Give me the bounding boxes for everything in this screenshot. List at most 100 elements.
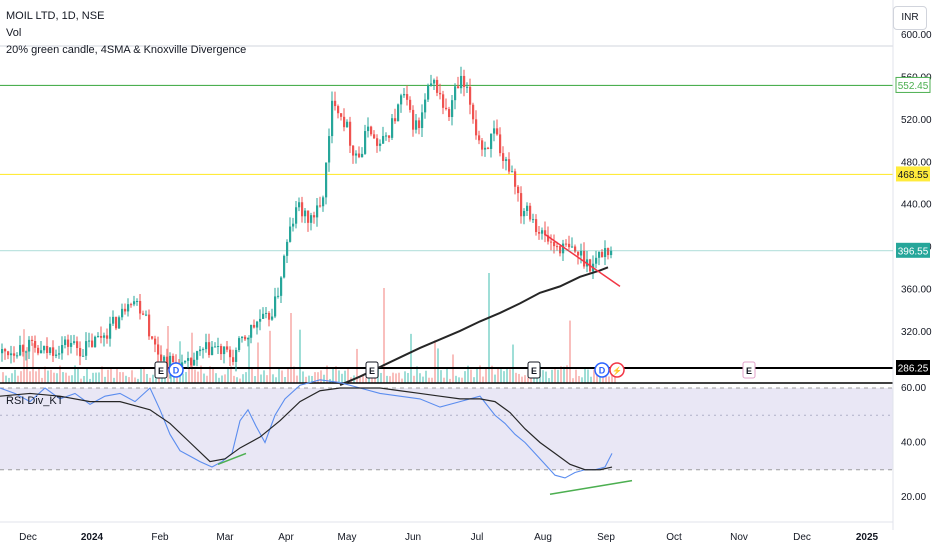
candle-body: [55, 354, 58, 356]
candle-body: [88, 340, 91, 342]
rsi-divergence-line[interactable]: [217, 452, 247, 465]
dividend-marker[interactable]: [594, 362, 610, 378]
split-marker[interactable]: [609, 362, 625, 378]
candle-body: [490, 133, 493, 149]
volume-bar: [419, 373, 421, 383]
volume-bar: [293, 366, 295, 383]
volume-bar: [275, 377, 277, 383]
candle-body: [382, 135, 385, 144]
candle-body: [517, 186, 520, 194]
volume-bar: [59, 365, 61, 383]
candle-body: [433, 79, 436, 84]
earnings-marker-label: E: [369, 366, 375, 376]
last-price-tag[interactable]: [896, 242, 930, 258]
volume-bar: [428, 377, 430, 383]
candle-body: [508, 159, 511, 172]
volume-bar: [605, 374, 607, 383]
volume-bar: [110, 367, 112, 383]
volume-bar: [125, 375, 127, 383]
volume-bar: [221, 375, 223, 383]
candle-body: [13, 353, 16, 356]
volume-bar: [146, 373, 148, 383]
candle-body: [169, 355, 172, 370]
candle-body: [229, 349, 232, 358]
dividend-marker[interactable]: [168, 362, 184, 378]
rsi-ma-line[interactable]: [0, 387, 613, 471]
candle-body: [355, 153, 358, 156]
candle-body: [538, 232, 541, 234]
level-tag[interactable]: [896, 360, 930, 375]
level-tag[interactable]: [895, 76, 931, 93]
price-trendline[interactable]: [544, 233, 621, 288]
volume-bar: [557, 369, 559, 383]
volume-bar: [197, 371, 199, 383]
time-tick-label: Jul: [471, 532, 484, 543]
vol-legend[interactable]: Vol: [6, 27, 22, 39]
volume-bar: [62, 372, 64, 383]
candle-body: [337, 106, 340, 114]
candle-body: [343, 116, 346, 128]
volume-bar: [587, 369, 589, 383]
candle-body: [253, 324, 256, 328]
volume-bar: [527, 377, 529, 383]
earnings-marker[interactable]: [527, 361, 541, 379]
rsi-divergence-line[interactable]: [549, 479, 633, 496]
volume-bar: [17, 375, 19, 383]
volume-bar: [47, 370, 49, 383]
volume-bar: [8, 377, 10, 383]
volume-bar: [14, 369, 16, 383]
candle-body: [430, 83, 433, 86]
candle-body: [25, 351, 28, 353]
sma-line[interactable]: [339, 266, 609, 386]
candle-body: [271, 316, 274, 320]
rsi-legend[interactable]: RSI Div_KT: [6, 395, 64, 407]
volume-bar: [86, 368, 88, 383]
volume-bar: [383, 288, 385, 383]
volume-bar: [212, 367, 214, 383]
candle-body: [34, 340, 37, 348]
volume-bar: [542, 370, 544, 383]
volume-bar: [71, 375, 73, 383]
candle-body: [454, 86, 457, 101]
volume-bar: [512, 344, 514, 383]
candle-body: [109, 323, 112, 339]
candle-body: [79, 348, 82, 357]
candle-body: [37, 347, 40, 354]
volume-bar: [461, 377, 463, 383]
candle-body: [130, 304, 133, 306]
volume-bar: [203, 373, 205, 383]
currency-button[interactable]: INR: [893, 6, 927, 30]
earnings-marker[interactable]: [742, 361, 756, 379]
level-tag[interactable]: [896, 166, 930, 182]
earnings-marker[interactable]: [154, 361, 168, 379]
candle-body: [436, 79, 439, 93]
candle-body: [136, 300, 139, 302]
rsi-line[interactable]: [0, 379, 613, 479]
candle-body: [82, 355, 85, 357]
volume-bar: [545, 371, 547, 383]
candle-body: [19, 345, 22, 356]
volume-bar: [5, 375, 7, 383]
candle-body: [598, 251, 601, 258]
candle-body: [289, 226, 292, 242]
candle-body: [604, 248, 607, 258]
volume-bar: [506, 368, 508, 383]
volume-bar: [230, 366, 232, 383]
volume-bar: [278, 368, 280, 383]
volume-bar: [137, 378, 139, 383]
candle-body: [301, 202, 304, 217]
indicator-legend[interactable]: 20% green candle, 4SMA & Knoxville Diver…: [6, 44, 247, 56]
candle-body: [481, 140, 484, 150]
volume-bar: [563, 366, 565, 383]
volume-bar: [50, 369, 52, 383]
volume-bar: [266, 375, 268, 383]
symbol-legend[interactable]: MOIL LTD, 1D, NSE: [6, 10, 105, 22]
candle-body: [241, 336, 244, 339]
rsi-tick-label: 60.00: [901, 383, 926, 394]
candle-body: [106, 335, 109, 339]
candle-body: [349, 121, 352, 146]
earnings-marker[interactable]: [365, 361, 379, 379]
volume-bar: [599, 372, 601, 383]
candle-body: [85, 341, 88, 356]
